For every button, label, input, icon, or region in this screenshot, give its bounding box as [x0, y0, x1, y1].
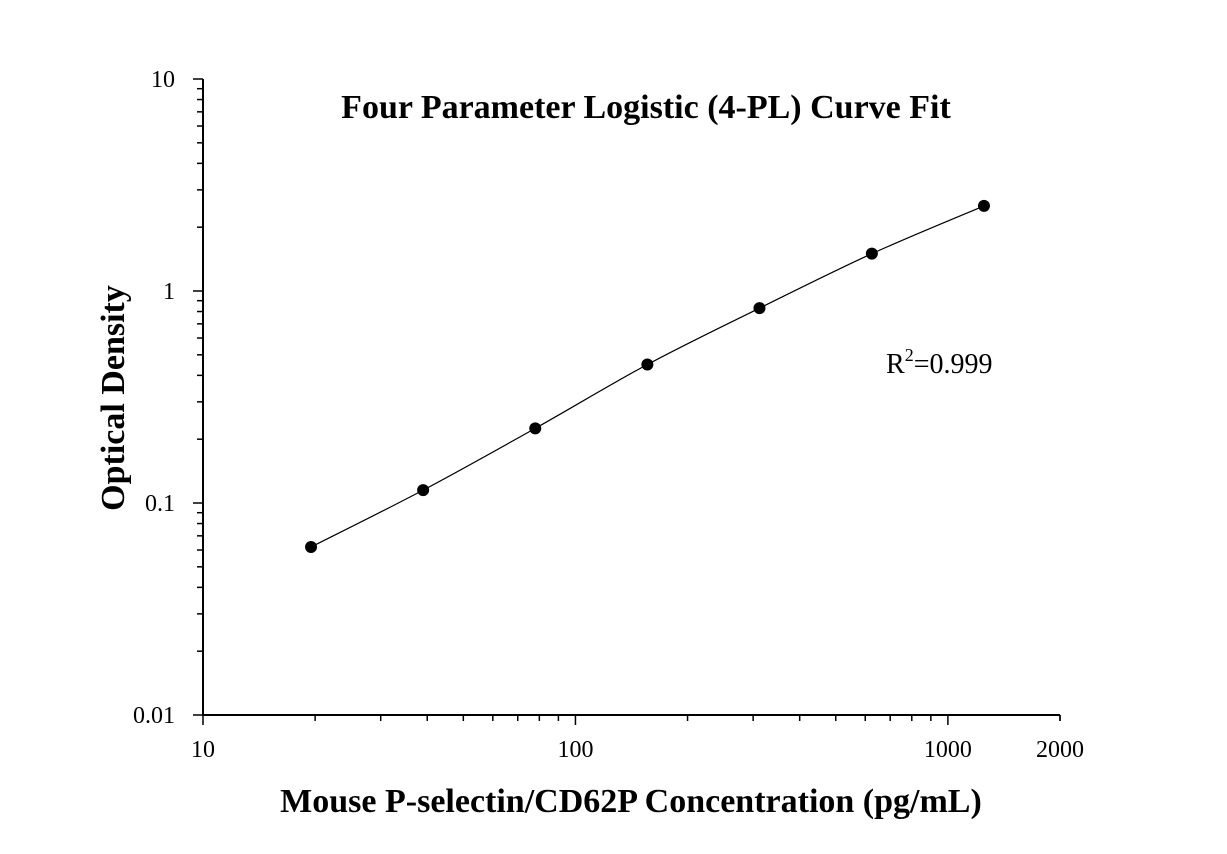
- data-point: [417, 484, 430, 497]
- y-tick-label: 0.01: [133, 703, 175, 729]
- r-squared-superscript: 2: [905, 345, 914, 365]
- data-point: [641, 358, 654, 371]
- y-tick-label: 10: [151, 67, 175, 93]
- y-tick-label: 0.1: [145, 491, 175, 517]
- data-points-layer: [305, 199, 990, 554]
- data-point: [753, 302, 766, 315]
- x-tick-label: 1000: [924, 737, 972, 763]
- ticks: [193, 78, 1061, 725]
- r-squared-annotation: R2=0.999: [886, 345, 992, 380]
- data-point: [529, 422, 542, 435]
- tick-labels: 10 100 1000 2000 0.01 0.1 1 10: [133, 67, 1084, 763]
- chart-title: Four Parameter Logistic (4-PL) Curve Fit: [341, 89, 951, 126]
- r-squared-base: R: [886, 349, 905, 380]
- data-point: [977, 199, 990, 212]
- data-point: [305, 541, 318, 554]
- r-squared-value: =0.999: [914, 349, 993, 380]
- x-tick-label: 10: [191, 737, 215, 763]
- data-point: [865, 247, 878, 260]
- x-axis-label: Mouse P-selectin/CD62P Concentration (pg…: [280, 783, 982, 820]
- axes: [202, 79, 1060, 716]
- y-axis-label: Optical Density: [95, 285, 132, 511]
- x-tick-label: 2000: [1036, 737, 1084, 763]
- x-tick-label: 100: [557, 737, 593, 763]
- y-tick-label: 1: [163, 279, 175, 305]
